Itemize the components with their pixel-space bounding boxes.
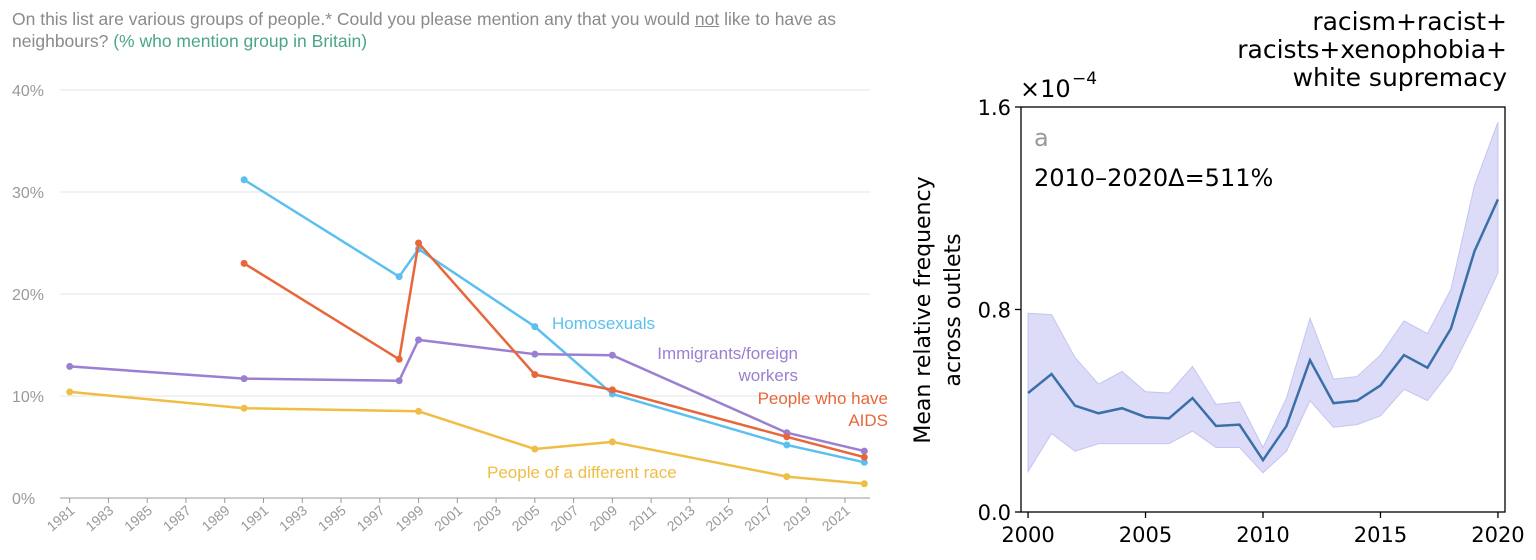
point (531, 323, 539, 331)
point (531, 371, 539, 379)
point (783, 473, 791, 481)
series-label: People of a different race (487, 463, 677, 482)
point (395, 273, 403, 281)
x-tick-label: 1995 (315, 502, 349, 534)
point (395, 377, 403, 385)
x-tick-label: 2005 (509, 502, 543, 534)
panel-label: a (1034, 124, 1049, 152)
title: On this list are various groups of peopl… (12, 9, 691, 29)
offset-label: ×10 (1020, 75, 1071, 103)
x-tick-label: 2007 (547, 502, 581, 534)
point (860, 480, 868, 488)
x-tick-label: 2021 (819, 502, 853, 534)
left-title: On this list are various groups of peopl… (12, 8, 862, 52)
point (240, 259, 248, 267)
y-tick-label: 1.6 (978, 96, 1011, 120)
point (860, 453, 868, 461)
x-tick-label: 1993 (276, 502, 310, 534)
mean-line (1027, 198, 1500, 463)
annotation: 2010–2020Δ=511% (1034, 164, 1273, 192)
y-tick-label: 30% (12, 185, 44, 202)
y-tick-label: 40% (12, 83, 44, 100)
y-axis-label: across outlets (941, 233, 966, 386)
title-end: like to have as neighbours? (12, 9, 836, 51)
chart-title: racists+xenophobia+ (1237, 35, 1507, 64)
point (240, 404, 248, 412)
x-tick-label: 2010 (1236, 523, 1289, 547)
x-tick-label: 1983 (82, 502, 116, 534)
x-tick-label: 2013 (664, 502, 698, 534)
x-tick-label: 2005 (1119, 523, 1172, 547)
x-tick-label: 2011 (626, 502, 660, 534)
point (66, 388, 74, 396)
x-tick-label: 2020 (1471, 523, 1524, 547)
point (240, 375, 248, 383)
x-tick-label: 2019 (780, 502, 814, 534)
point (860, 458, 868, 466)
chart-title: white supremacy (1293, 63, 1508, 92)
x-tick-label: 2001 (431, 502, 465, 534)
point (66, 362, 74, 370)
x-tick-label: 1997 (354, 502, 388, 534)
x-tick-label: 1989 (199, 502, 233, 534)
point (608, 386, 616, 394)
point (860, 447, 868, 455)
x-tick-label: 2003 (470, 502, 504, 534)
series-line (69, 338, 865, 453)
point (415, 336, 423, 344)
title-emphasis: not (694, 9, 720, 29)
y-tick-label: 0.8 (978, 299, 1011, 323)
point (415, 239, 423, 247)
x-tick-label: 2000 (1001, 523, 1054, 547)
point (608, 351, 616, 359)
point (395, 355, 403, 363)
series-label: Immigrants/foreign workers (657, 344, 798, 385)
point (531, 445, 539, 453)
subtitle: (% who mention group in Britain) (113, 31, 368, 51)
y-tick-label: 0.0 (978, 501, 1011, 525)
series-label: Homosexuals (552, 314, 655, 333)
point (415, 407, 423, 415)
y-axis-label: Mean relative frequency (911, 176, 936, 443)
point (240, 176, 248, 184)
x-tick-label: 2015 (1354, 523, 1407, 547)
x-tick-label: 1981 (43, 502, 77, 534)
point (608, 438, 616, 446)
y-tick-label: 0% (12, 491, 35, 508)
y-tick-label: 20% (12, 287, 44, 304)
x-tick-label: 1999 (392, 502, 426, 534)
x-tick-label: 1985 (121, 502, 155, 534)
point (783, 433, 791, 441)
point (783, 441, 791, 449)
series-label: People who have AIDS (757, 389, 888, 430)
y-tick-label: 10% (12, 389, 44, 406)
x-tick-label: 1991 (237, 502, 271, 534)
point (531, 350, 539, 358)
x-tick-label: 2015 (702, 502, 736, 534)
offset-exponent: −4 (1072, 69, 1097, 89)
x-tick-label: 1987 (160, 502, 194, 534)
chart-title: racism+racist+ (1312, 7, 1507, 36)
x-tick-label: 2017 (741, 502, 775, 534)
x-tick-label: 2009 (586, 502, 620, 534)
